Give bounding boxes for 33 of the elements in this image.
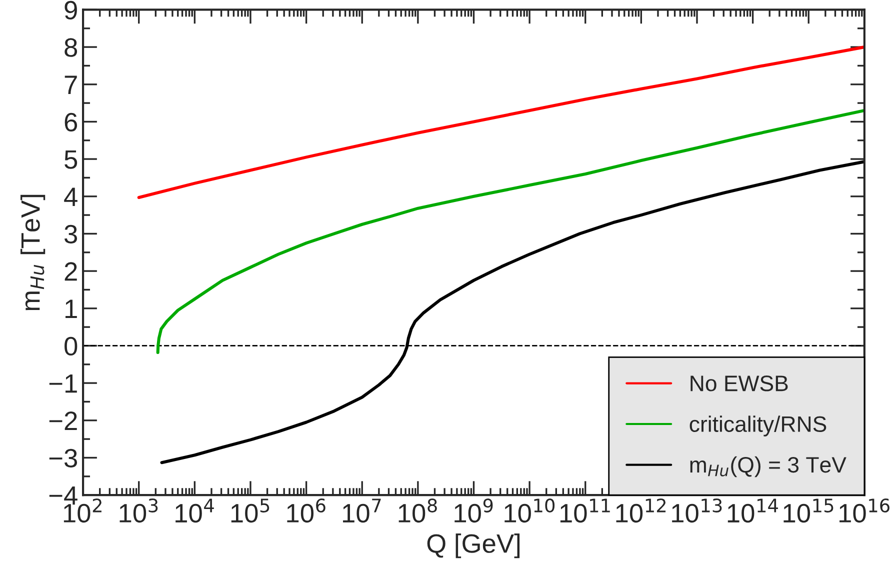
y-tick-label: 5 [64,150,78,169]
x-tick-label: 10$^{13}$ [672,498,722,523]
x-tick-label: 10$^{9}$ [454,498,493,523]
y-tick-label: 7 [64,76,77,94]
x-tick-label: 10$^{10}$ [504,498,555,523]
x-tick-label: 10$^{16}$ [840,498,890,523]
legend-label: m$_{Hu}$(Q) = 3 TeV [690,456,846,478]
x-tick-label: 10$^{4}$ [176,498,214,523]
y-tick-label: 6 [64,112,78,132]
legend-label: No EWSB [690,376,788,392]
x-tick-label: 10$^{3}$ [120,498,158,523]
x-tick-label: 10$^{8}$ [398,498,437,523]
y-tick-label: 8 [64,38,78,57]
x-axis-title: Q [GeV] [427,534,520,558]
x-tick-label: 10$^{12}$ [616,498,666,523]
line-series [137,46,864,200]
y-tick-label: −3 [49,448,78,468]
x-tick-label: 10$^{6}$ [287,498,326,523]
x-tick-label: 10$^{7}$ [343,498,381,523]
y-tick-label: 1 [66,300,77,318]
y-tick-label: −1 [49,374,77,393]
y-axis-title: m$_{Hu}$ [TeV] [20,194,46,310]
legend-label: criticality/RNS [690,416,826,436]
y-tick-label: 3 [64,224,78,244]
y-tick-label: 4 [64,188,78,206]
x-tick-label: 10$^{11}$ [560,498,610,523]
y-tick-label: 0 [64,336,78,356]
y-tick-label: −2 [49,412,77,430]
y-tick-label: 9 [64,0,77,20]
x-tick-label: 10$^{5}$ [231,498,270,523]
x-tick-label: 10$^{14}$ [728,498,778,523]
y-tick-label: 2 [64,262,77,281]
x-tick-label: 10$^{15}$ [784,498,834,523]
